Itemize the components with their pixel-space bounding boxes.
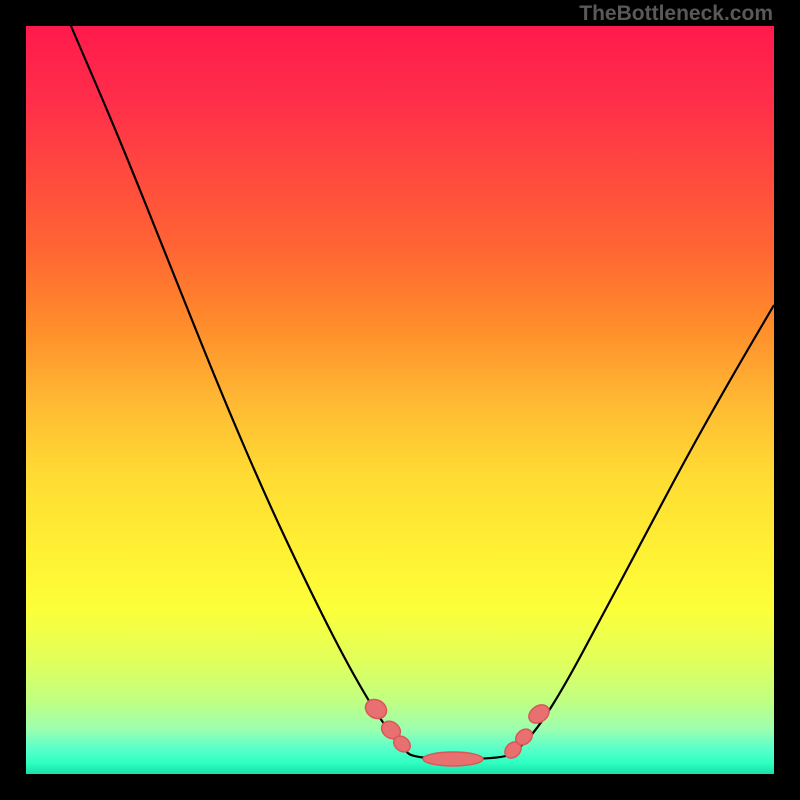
watermark-text: TheBottleneck.com [579,2,773,26]
plot-background [26,26,774,774]
bottleneck-chart [0,0,800,800]
marker-point [423,752,483,766]
